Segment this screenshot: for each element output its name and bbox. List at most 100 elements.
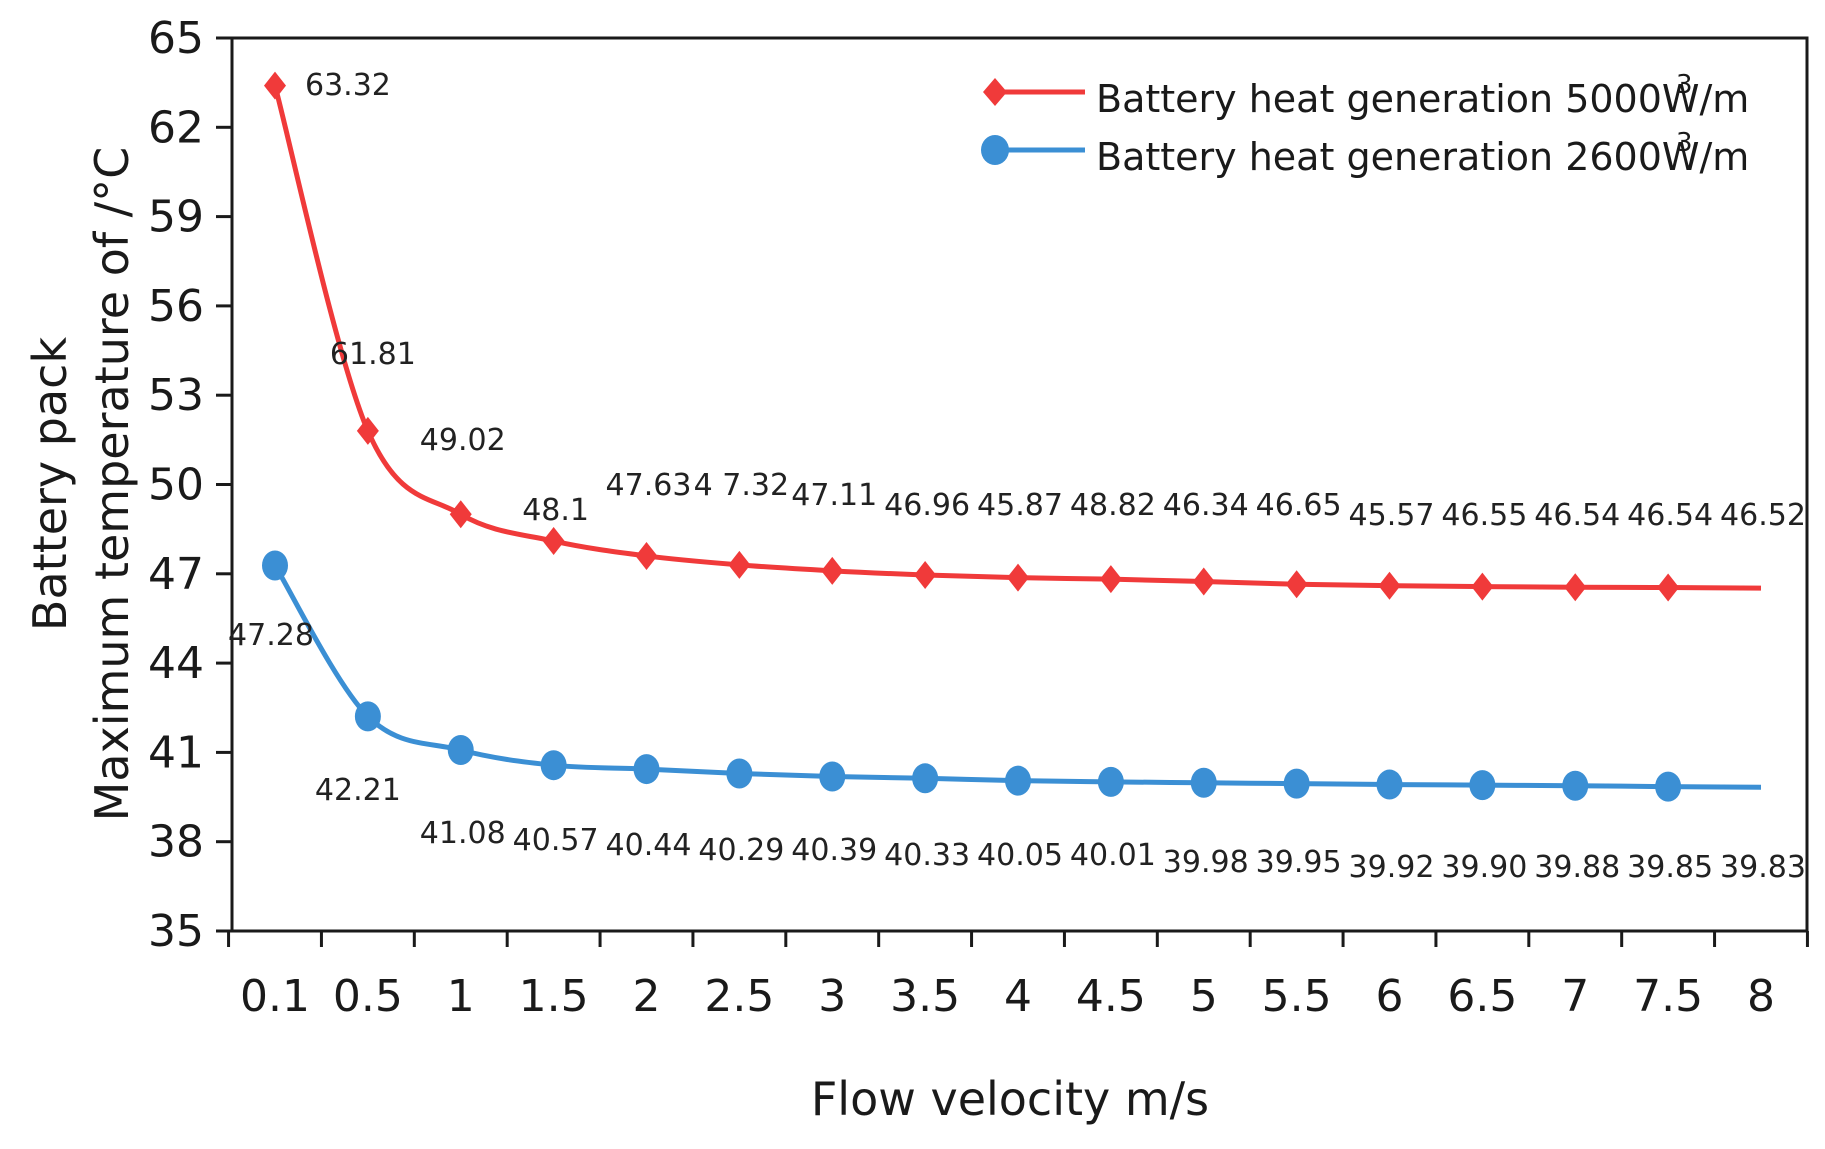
x-tick-label: 1.5 (519, 971, 589, 1022)
data-label-series-2: 39.90 (1441, 850, 1527, 885)
data-label-series-2: 39.92 (1349, 850, 1435, 885)
data-label-series-2: 39.95 (1256, 845, 1342, 880)
x-tick-label: 1 (447, 971, 475, 1022)
legend-label-series-1: Battery heat generation 5000W/m (1096, 77, 1749, 121)
y-tick-label: 56 (148, 281, 204, 332)
data-label-series-1: 49.02 (420, 423, 506, 458)
data-labels: 63.32 61.81 49.02 48.1 47.63 4 7.32 47.11 46.96… (228, 68, 1806, 885)
data-point-diamond (1657, 573, 1680, 602)
data-label-series-1: 47.63 (606, 468, 692, 503)
data-point-diamond (728, 550, 751, 579)
data-label-series-1: 46.54 (1534, 498, 1620, 533)
data-point-diamond (821, 556, 844, 585)
data-label-series-1: 61.81 (330, 337, 416, 372)
data-label-series-1: 45.57 (1349, 498, 1435, 533)
legend-label-series-2: Battery heat generation 2600W/m (1096, 135, 1749, 179)
data-label-series-1: 46.54 (1627, 498, 1713, 533)
x-tick-label: 7.5 (1633, 971, 1703, 1022)
data-label-series-2: 39.88 (1534, 850, 1620, 885)
data-point-circle (1655, 771, 1682, 802)
series-line-2 (272, 564, 1762, 790)
data-point-circle (1469, 770, 1496, 801)
data-point-circle (912, 763, 939, 794)
data-point-circle (447, 735, 474, 766)
data-label-series-1: 48.1 (522, 493, 589, 528)
data-label-series-2: 42.21 (315, 773, 401, 808)
y-axis-title-line1: Battery pack (23, 337, 77, 632)
data-label-series-2: 47.28 (228, 618, 314, 653)
y-axis: 35 38 41 44 47 50 53 56 59 62 65 (148, 13, 232, 957)
x-tick-label: 8 (1747, 971, 1775, 1022)
x-tick-label: 2 (633, 971, 661, 1022)
data-label-series-2: 39.85 (1627, 850, 1713, 885)
legend-circle-marker (981, 135, 1009, 165)
data-point-diamond (264, 71, 286, 100)
x-tick-label: 2.5 (704, 971, 774, 1022)
series-layer (262, 71, 1762, 802)
x-tick-label: 3.5 (890, 971, 960, 1022)
legend: Battery heat generation 5000W/m 3 Batter… (981, 70, 1749, 179)
data-point-diamond (356, 416, 379, 445)
y-tick-label: 35 (148, 906, 204, 957)
x-tick-label: 6 (1376, 971, 1404, 1022)
data-point-circle (726, 758, 753, 789)
data-label-series-1: 4 7.32 (694, 468, 789, 503)
data-label-series-2: 40.29 (698, 833, 784, 868)
data-point-diamond (1285, 570, 1308, 599)
data-label-series-2: 41.08 (420, 816, 506, 851)
data-label-series-1: 47.11 (791, 478, 877, 513)
legend-sup-series-2: 3 (1676, 128, 1693, 158)
data-label-series-1: 48.82 (1070, 488, 1156, 523)
data-label-series-1: 45.87 (977, 488, 1063, 523)
legend-diamond-marker (983, 78, 1007, 106)
data-label-series-1: 46.96 (884, 488, 970, 523)
data-label-series-2: 39.83 (1720, 850, 1806, 885)
data-point-circle (819, 761, 846, 792)
x-tick-label: 3 (818, 971, 846, 1022)
data-point-circle (1097, 766, 1124, 797)
x-tick-label: 4.5 (1076, 971, 1146, 1022)
data-label-series-2: 40.39 (791, 833, 877, 868)
y-tick-label: 59 (148, 192, 204, 243)
data-point-circle (1283, 768, 1310, 799)
x-axis-title: Flow velocity m/s (811, 1072, 1209, 1126)
data-point-diamond (914, 560, 937, 589)
legend-sup-series-1: 3 (1676, 70, 1693, 100)
x-tick-label: 6.5 (1447, 971, 1517, 1022)
legend-item-series-2: Battery heat generation 2600W/m 3 (981, 128, 1749, 179)
data-point-diamond (1378, 571, 1401, 600)
y-axis-title-line2: Maximum temperature of /°C (85, 147, 139, 822)
data-label-series-1: 46.34 (1163, 488, 1249, 523)
y-tick-label: 50 (148, 460, 204, 511)
x-axis: 0.1 0.5 1 1.5 2 2.5 3 3.5 4 4.5 5 5.5 6 6.5 7 7.5 8 (227, 931, 1809, 1022)
data-label-series-2: 40.57 (513, 823, 599, 858)
data-point-diamond (1099, 565, 1122, 594)
data-point-diamond (1007, 563, 1029, 592)
data-point-circle (1562, 770, 1589, 801)
y-tick-label: 41 (148, 727, 204, 778)
data-point-circle (1005, 765, 1031, 796)
data-label-series-1: 46.65 (1256, 488, 1342, 523)
x-tick-label: 4 (1004, 971, 1032, 1022)
data-point-diamond (635, 541, 658, 570)
data-point-diamond (1192, 567, 1215, 596)
y-tick-label: 44 (148, 638, 204, 689)
data-label-series-1: 46.52 (1720, 498, 1806, 533)
data-point-diamond (542, 527, 565, 556)
y-tick-label: 47 (148, 549, 204, 600)
data-point-circle (1190, 767, 1217, 798)
x-tick-label: 7 (1561, 971, 1589, 1022)
data-label-series-1: 46.55 (1441, 498, 1527, 533)
y-tick-label: 38 (148, 817, 204, 868)
data-point-circle (354, 701, 381, 732)
data-point-diamond (1471, 572, 1494, 601)
data-label-series-2: 39.98 (1163, 845, 1249, 880)
data-label-series-2: 40.05 (977, 838, 1063, 873)
data-point-circle (540, 750, 567, 781)
data-point-circle (1376, 769, 1403, 800)
x-tick-label: 0.5 (333, 971, 403, 1022)
y-tick-label: 62 (148, 102, 204, 153)
data-label-series-2: 40.01 (1070, 838, 1156, 873)
